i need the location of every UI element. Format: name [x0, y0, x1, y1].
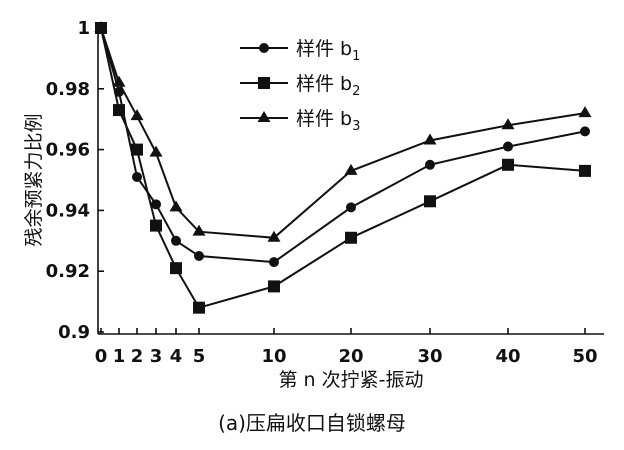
data-point-series-1	[425, 159, 435, 170]
data-point-series-1	[346, 202, 356, 213]
data-point-series-2	[424, 195, 436, 208]
data-point-series-2	[150, 219, 162, 232]
x-tick-label: 0	[95, 346, 108, 367]
data-point-series-3	[149, 145, 163, 157]
data-point-series-2	[345, 231, 357, 244]
data-point-series-1	[194, 251, 204, 261]
legend-marker-triangle	[257, 111, 271, 122]
data-point-series-3	[192, 224, 206, 236]
data-point-series-3	[501, 118, 515, 130]
legend-marker-circle	[259, 43, 269, 53]
data-point-series-3	[112, 75, 126, 87]
legend-entry-2: 样件 b2	[240, 73, 360, 99]
legend-label-3: 样件 b3	[296, 108, 360, 134]
legend-entry-3: 样件 b3	[240, 108, 360, 134]
data-point-series-1	[151, 199, 161, 210]
y-axis-title: 残余预紧力比例	[23, 113, 45, 246]
x-tick-label: 4	[170, 346, 183, 367]
data-point-series-2	[170, 262, 182, 275]
legend-name-1: 样件 b	[296, 38, 352, 60]
data-point-series-3	[130, 109, 144, 121]
y-tick-label: 0.9	[58, 322, 90, 343]
series-2	[95, 22, 591, 314]
data-point-series-2	[193, 301, 205, 314]
legend-subscript-3: 3	[352, 119, 360, 134]
y-tick-label: 0.94	[46, 200, 90, 221]
x-tick-label: 10	[261, 346, 286, 367]
y-tick-label: 0.96	[46, 140, 90, 161]
x-tick-label: 20	[338, 346, 363, 367]
y-tick-label: 0.98	[46, 79, 90, 100]
figure-caption: (a)压扁收口自锁螺母	[218, 411, 406, 435]
x-tick-label: 40	[495, 346, 520, 367]
legend-marker-square	[258, 77, 270, 89]
x-tick-label: 50	[572, 346, 597, 367]
x-ticks: 0 1 2 3 4 5 10 20 30 40 50	[95, 328, 598, 367]
y-tick-label: 0.92	[46, 261, 90, 282]
axes	[97, 24, 604, 335]
data-point-series-3	[344, 163, 358, 175]
data-point-series-2	[579, 164, 591, 177]
x-tick-label: 1	[113, 346, 126, 367]
x-axis-title: 第 n 次拧紧-振动	[279, 369, 424, 391]
data-point-series-1	[503, 141, 513, 152]
legend-subscript-1: 1	[352, 49, 360, 64]
x-tick-label: 2	[131, 346, 144, 367]
y-ticks: 0.9 0.92 0.94 0.96 0.98 1	[46, 18, 104, 343]
data-point-series-1	[171, 235, 181, 246]
data-point-series-3	[169, 200, 183, 212]
data-point-series-1	[132, 171, 142, 182]
x-tick-label: 30	[417, 346, 442, 367]
data-point-series-2	[131, 143, 143, 156]
data-point-series-2	[268, 280, 280, 293]
legend-label-1: 样件 b1	[296, 38, 360, 64]
data-point-series-1	[269, 257, 279, 268]
data-point-series-2	[502, 158, 514, 171]
series-3	[94, 21, 592, 242]
data-point-series-3	[94, 21, 108, 32]
legend-entry-1: 样件 b1	[240, 38, 360, 64]
x-tick-label: 3	[150, 346, 163, 367]
data-point-series-3	[267, 230, 281, 242]
data-point-series-3	[423, 133, 437, 145]
y-tick-label: 1	[77, 18, 90, 39]
legend: 样件 b1 样件 b2 样件 b3	[240, 38, 360, 134]
data-point-series-1	[580, 126, 590, 137]
legend-subscript-2: 2	[352, 84, 360, 99]
legend-label-2: 样件 b2	[296, 73, 360, 99]
series-group	[94, 21, 592, 314]
x-tick-label: 5	[193, 346, 206, 367]
legend-name-2: 样件 b	[296, 73, 352, 95]
legend-name-3: 样件 b	[296, 108, 352, 130]
data-point-series-3	[578, 106, 592, 118]
data-point-series-2	[113, 104, 125, 117]
